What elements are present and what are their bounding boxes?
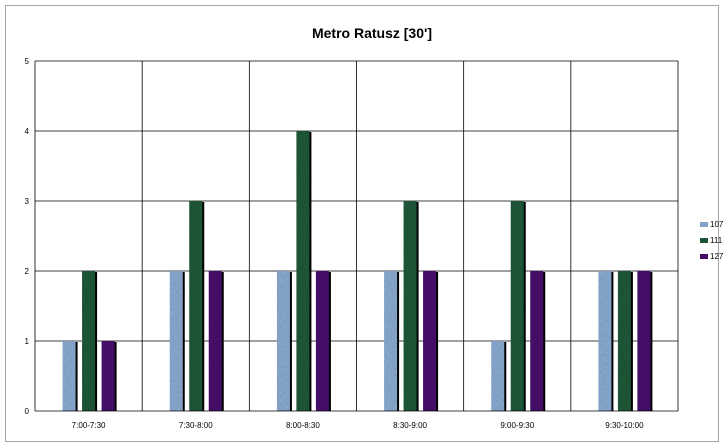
- legend-swatch-127: [700, 254, 708, 259]
- x-tick-label: 7:30-8:00: [179, 421, 213, 430]
- y-tick-label: 0: [25, 407, 30, 416]
- legend-label-107: 107: [710, 220, 724, 229]
- legend-swatch-111: [700, 238, 708, 243]
- bar-127-3: [423, 271, 437, 411]
- legend-label-111: 111: [710, 236, 723, 245]
- bar-111-1: [189, 201, 203, 411]
- y-tick-labels: 0 1 2 3 4 5: [25, 57, 30, 416]
- bar-111-3: [403, 201, 417, 411]
- x-tick-label: 8:30-9:00: [393, 421, 427, 430]
- bar-111-4: [510, 201, 524, 411]
- bar-111-5: [617, 271, 631, 411]
- bar-127-4: [530, 271, 544, 411]
- x-tick-labels: 7:00-7:30 7:30-8:00 8:00-8:30 8:30-9:00 9:00…: [72, 421, 644, 430]
- bar-127-5: [637, 271, 651, 411]
- bars: [62, 131, 653, 411]
- legend-swatch-107: [700, 222, 708, 227]
- x-tick-label: 8:00-8:30: [286, 421, 320, 430]
- chart-title: Metro Ratusz [30']: [312, 25, 432, 41]
- bar-107-4: [491, 341, 505, 411]
- y-tick-label: 4: [25, 127, 30, 136]
- grid-lines: [35, 60, 679, 411]
- legend: 107 111 127: [700, 220, 724, 261]
- bar-111-2: [296, 131, 310, 411]
- bar-107-1: [169, 271, 183, 411]
- bar-107-0: [62, 341, 76, 411]
- x-tick-label: 9:30-10:00: [605, 421, 644, 430]
- legend-label-127: 127: [710, 252, 724, 261]
- bar-107-2: [276, 271, 290, 411]
- bar-111-0: [82, 271, 96, 411]
- bar-127-0: [101, 341, 115, 411]
- x-tick-label: 9:00-9:30: [500, 421, 534, 430]
- y-tick-label: 3: [25, 197, 30, 206]
- bar-127-2: [315, 271, 329, 411]
- y-tick-label: 2: [25, 267, 30, 276]
- y-tick-label: 1: [25, 337, 30, 346]
- bar-127-1: [208, 271, 222, 411]
- axes: [34, 61, 678, 412]
- x-tick-label: 7:00-7:30: [72, 421, 106, 430]
- y-tick-label: 5: [25, 57, 30, 66]
- bar-107-5: [598, 271, 612, 411]
- bar-107-3: [384, 271, 398, 411]
